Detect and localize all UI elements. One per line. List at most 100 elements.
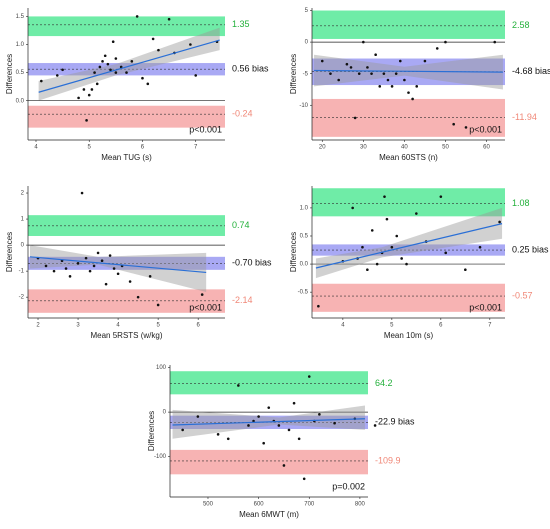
limit-label: -4.68 bias: [512, 66, 550, 76]
point: [361, 245, 364, 249]
point: [84, 256, 88, 260]
point: [148, 275, 152, 278]
x-tick-label: 500: [203, 502, 214, 508]
y-tick-label: 0.0: [16, 98, 25, 104]
limit-label: 0.56 bias: [232, 64, 269, 74]
point: [267, 406, 271, 409]
point: [85, 119, 88, 122]
limit-label: 1.08: [512, 198, 530, 208]
x-tick-label: 5: [88, 145, 92, 151]
point: [349, 66, 353, 69]
point: [95, 82, 99, 86]
y-tick-label: -10: [299, 103, 308, 109]
point: [93, 71, 96, 74]
trend-ci: [38, 27, 220, 101]
point: [40, 79, 43, 83]
limit-band: [312, 10, 505, 39]
point: [116, 272, 120, 276]
point: [394, 72, 398, 75]
panel: 0.74 -0.70 bias -2.14 2 1 0 -1 -2 2 3 4 5 6 p<0.001 Me…: [5, 186, 272, 340]
point: [375, 262, 379, 266]
point: [357, 72, 361, 75]
point: [297, 437, 301, 441]
point: [135, 15, 139, 18]
limit-band: [312, 188, 505, 217]
point: [366, 268, 369, 271]
point: [90, 88, 94, 91]
point: [167, 17, 171, 21]
point: [464, 268, 467, 271]
point: [366, 66, 369, 69]
x-tick-label: 4: [341, 323, 345, 329]
point: [320, 59, 324, 63]
p-value: p<0.001: [469, 302, 502, 312]
x-tick-label: 6: [141, 145, 145, 151]
point: [61, 68, 64, 72]
point: [252, 419, 255, 423]
p-value: p<0.001: [189, 124, 222, 134]
x-tick-label: 5: [390, 323, 394, 329]
point: [80, 191, 84, 195]
limit-label: -2.14: [232, 295, 253, 305]
x-tick-label: 30: [360, 145, 367, 151]
point: [353, 116, 357, 120]
point: [82, 88, 86, 91]
limit-band: [28, 63, 225, 76]
y-tick-label: 0.0: [300, 262, 309, 268]
x-tick-label: 600: [254, 502, 265, 508]
point: [247, 424, 250, 427]
limit-label: 1.35: [232, 19, 250, 29]
point: [101, 60, 104, 63]
y-axis-label: Differences: [5, 232, 14, 272]
point: [329, 72, 332, 75]
point: [493, 40, 497, 44]
point: [390, 245, 394, 249]
point: [405, 262, 408, 266]
point: [125, 71, 128, 74]
limit-label: 0.25 bias: [512, 244, 549, 254]
point: [378, 85, 382, 88]
limit-band: [312, 98, 505, 137]
x-tick-label: 40: [401, 145, 408, 151]
limit-label: 2.58: [512, 20, 530, 30]
point: [200, 293, 204, 296]
trend-line: [315, 223, 503, 269]
y-axis-label: Differences: [147, 411, 156, 451]
point: [333, 421, 336, 425]
point: [237, 384, 240, 387]
trend-line: [29, 256, 207, 274]
point: [112, 267, 116, 270]
point: [157, 48, 160, 52]
x-axis-label: Mean TUG (s): [101, 153, 152, 162]
point: [104, 282, 108, 286]
y-axis-label: Differences: [5, 54, 14, 94]
trend-line: [38, 39, 220, 93]
limit-band: [28, 105, 225, 128]
limit-label: -109.9: [375, 455, 401, 465]
point: [498, 220, 501, 224]
y-tick-label: 2: [21, 191, 25, 197]
y-tick-label: -1: [19, 269, 25, 275]
point: [374, 53, 377, 57]
point: [407, 91, 410, 94]
point: [226, 437, 230, 441]
point: [156, 303, 160, 307]
point: [411, 97, 414, 101]
limit-band: [28, 215, 225, 236]
panel: 1.35 0.56 bias -0.24 1.5 1.0 0.5 0.0 4 5 6 7 p<0.00…: [5, 8, 269, 162]
point: [395, 234, 399, 238]
trend-ci: [314, 54, 503, 90]
point: [55, 74, 59, 77]
point: [88, 269, 92, 273]
x-tick-label: 6: [197, 323, 201, 329]
y-axis-label: Differences: [289, 54, 298, 94]
x-tick-label: 2: [36, 323, 40, 329]
y-tick-label: -0.5: [298, 290, 309, 296]
point: [151, 37, 155, 41]
x-tick-label: 7: [488, 323, 492, 329]
point: [128, 280, 132, 283]
x-tick-label: 50: [442, 145, 449, 151]
x-tick-label: 4: [34, 145, 38, 151]
point: [351, 206, 354, 210]
